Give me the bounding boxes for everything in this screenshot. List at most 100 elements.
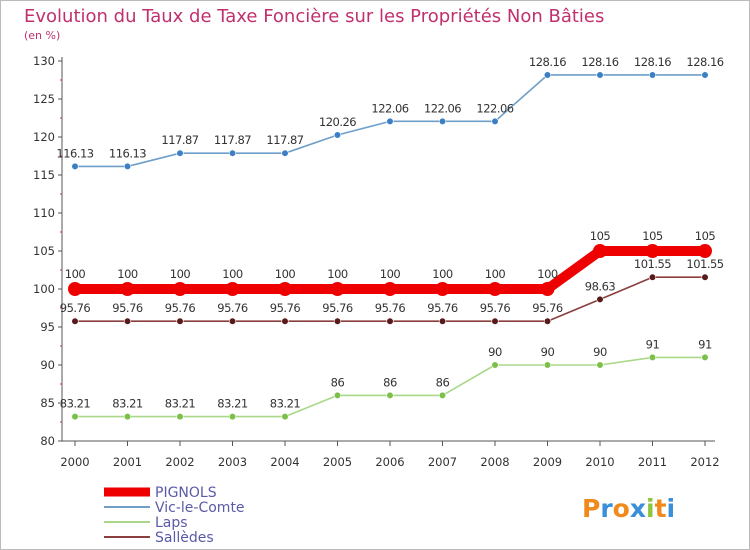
data-label-pignols: 105 [590,229,611,243]
x-tick-label: 2011 [638,455,667,469]
data-point-laps [543,361,552,369]
data-point-vic-le-comte [648,71,657,79]
data-label-sall-des: 101.55 [634,257,671,271]
data-point-sall-des [176,317,184,325]
data-label-sall-des: 95.76 [217,301,248,315]
logo-letter: i [667,494,676,523]
data-point-sall-des [543,317,552,325]
data-point-laps [596,361,604,369]
data-point-pignols [330,282,345,296]
data-label-sall-des: 95.76 [322,301,353,315]
data-point-sall-des [648,273,657,281]
data-point-vic-le-comte [386,117,394,125]
y-tick-label: 115 [33,168,55,182]
data-label-sall-des: 95.76 [112,301,143,315]
x-tick-label: 2005 [323,455,352,469]
y-tick-label: 120 [33,130,55,144]
legend-label-laps: Laps [155,515,188,531]
data-label-pignols: 100 [537,267,558,281]
x-tick-label: 2012 [690,455,719,469]
x-tick-label: 2008 [480,455,509,469]
data-label-vic-le-comte: 122.06 [476,101,513,115]
data-label-sall-des: 95.76 [427,301,458,315]
logo-text: Proxiti [582,494,675,523]
data-point-laps [71,413,79,421]
data-point-vic-le-comte [543,71,552,79]
data-point-sall-des [281,317,289,325]
logo-letter: P [582,494,600,523]
data-label-vic-le-comte: 128.16 [529,55,566,69]
series-vic-le-comte: 116.13 116.13 117.87 117.87 117.87 120.26 122.… [56,55,724,171]
y-tick-label: 100 [33,282,55,296]
data-point-vic-le-comte [701,71,709,79]
data-point-sall-des [386,317,394,325]
logo-letter: r [600,494,613,523]
data-label-vic-le-comte: 128.16 [581,55,618,69]
x-tick-label: 2006 [375,455,404,469]
chart-title: Evolution du Taux de Taxe Foncière sur l… [24,6,604,27]
data-point-pignols [698,244,712,258]
legend-label-pignols: PIGNOLS [155,485,217,501]
data-point-laps [701,353,709,362]
series-pignols: 100 100 100 100 100 100 100 100 100 100 105 105 105 [65,229,716,296]
data-label-vic-le-comte: 117.87 [266,133,303,147]
data-point-laps [176,413,184,421]
data-label-vic-le-comte: 120.26 [319,115,356,129]
data-label-vic-le-comte: 128.16 [634,55,671,69]
y-tick-label: 110 [33,206,55,220]
data-point-pignols [68,282,82,296]
logo-letter: i [646,494,655,523]
data-point-pignols [120,282,135,296]
x-tick-label: 2003 [218,455,247,469]
data-label-vic-le-comte: 122.06 [424,101,461,115]
data-point-sall-des [438,317,447,325]
data-label-pignols: 105 [642,229,663,243]
data-point-vic-le-comte [176,149,184,157]
data-label-laps: 91 [646,337,660,351]
data-point-pignols [593,244,607,258]
x-tick-label: 2004 [270,455,299,469]
data-label-pignols: 100 [117,267,138,281]
data-label-laps: 83.21 [165,397,196,411]
logo-letter: o [613,494,630,523]
data-label-laps: 91 [698,337,712,351]
series-laps: 83.21 83.21 83.21 83.21 83.21 86 86 86 90 90 90 91 9… [60,337,712,421]
data-point-sall-des [228,317,237,325]
data-point-vic-le-comte [281,149,289,157]
data-label-pignols: 100 [275,267,296,281]
data-label-laps: 83.21 [112,397,143,411]
data-point-sall-des [491,317,499,325]
x-tick-label: 2002 [165,455,194,469]
data-label-laps: 86 [436,375,450,389]
data-point-vic-le-comte [596,71,604,79]
data-point-sall-des [596,295,604,304]
data-label-pignols: 105 [695,229,716,243]
data-point-laps [491,361,499,369]
data-point-sall-des [123,317,132,325]
data-point-vic-le-comte [71,162,79,171]
x-tick-label: 2001 [113,455,142,469]
data-label-pignols: 100 [222,267,243,281]
data-label-pignols: 100 [380,267,401,281]
proxiti-logo: Proxiti [582,494,675,523]
data-label-pignols: 100 [170,267,191,281]
data-label-vic-le-comte: 117.87 [214,133,251,147]
data-label-pignols: 100 [65,267,86,281]
logo-letter: t [655,494,667,523]
data-point-laps [438,391,447,400]
y-tick-label: 85 [40,396,55,410]
data-point-laps [123,413,132,421]
x-tick-label: 2010 [585,455,614,469]
data-point-vic-le-comte [123,162,132,171]
data-label-sall-des: 95.76 [375,301,406,315]
data-point-vic-le-comte [438,117,447,125]
data-label-pignols: 100 [327,267,348,281]
data-label-sall-des: 98.63 [585,279,616,293]
data-point-laps [333,391,342,400]
data-label-laps: 86 [383,375,397,389]
data-label-laps: 90 [541,345,555,359]
data-point-laps [281,413,289,421]
legend-label-sall-des: Sallèdes [155,530,214,546]
data-label-vic-le-comte: 128.16 [686,55,723,69]
